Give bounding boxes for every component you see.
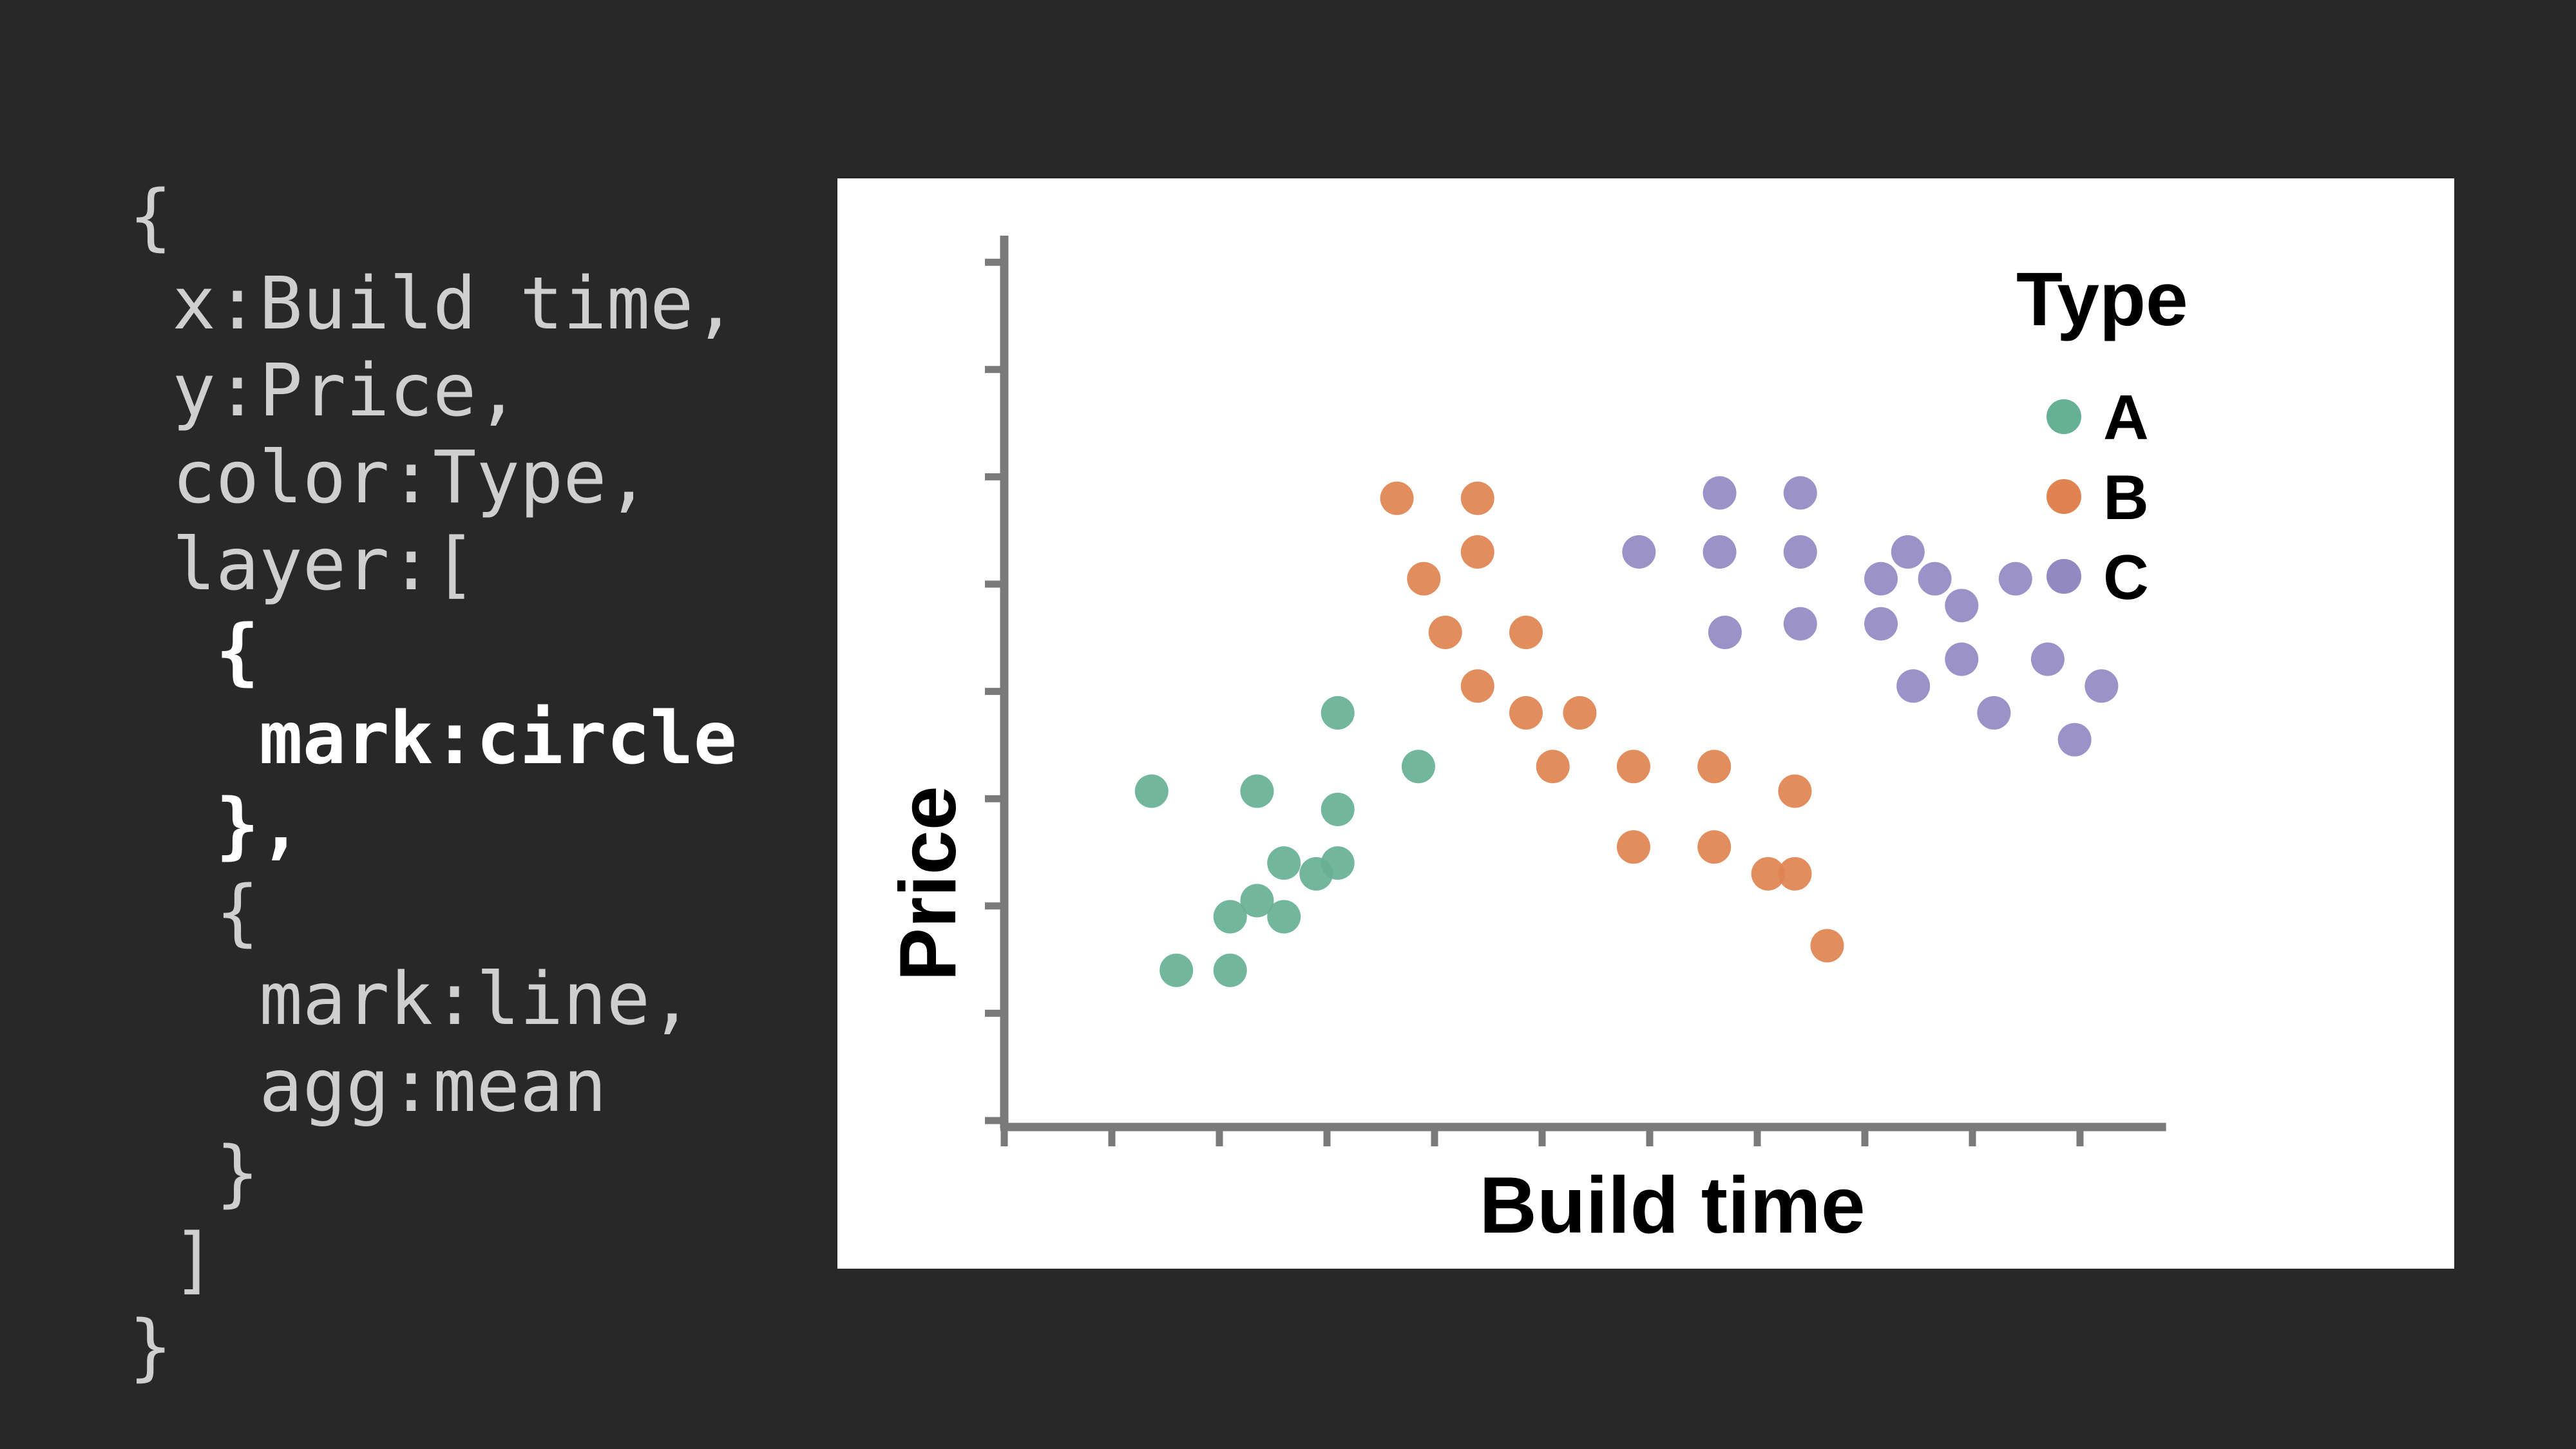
point-b — [1509, 616, 1543, 649]
code-line: x:Build time, — [129, 262, 737, 346]
point-b — [1778, 857, 1811, 891]
point-c — [1864, 562, 1898, 596]
point-b — [1536, 750, 1570, 783]
data-points — [1135, 476, 2119, 987]
point-a — [1135, 775, 1169, 808]
point-a — [1402, 750, 1435, 783]
point-b — [1461, 482, 1494, 515]
legend-marker-c — [2046, 559, 2081, 594]
point-a — [1159, 954, 1193, 987]
code-line: mark:circle — [129, 697, 737, 781]
code-line: y:Price, — [129, 349, 520, 433]
point-a — [1267, 900, 1301, 933]
scatter-chart: Build time Price Type ABC — [837, 178, 2454, 1269]
legend-items: ABC — [2046, 382, 2149, 612]
point-b — [1461, 535, 1494, 569]
code-line: }, — [129, 784, 303, 867]
legend-label-c: C — [2103, 542, 2149, 612]
point-c — [1999, 562, 2032, 596]
code-spec-panel: { x:Build time, y:Price, color:Type, lay… — [129, 174, 737, 1391]
point-c — [2085, 669, 2118, 703]
point-c — [1703, 535, 1737, 569]
point-b — [1429, 616, 1462, 649]
point-c — [1864, 607, 1898, 641]
code-line: { — [129, 871, 259, 954]
x-axis-label: Build time — [1479, 1161, 1865, 1250]
legend: Type ABC — [2016, 257, 2188, 612]
point-b — [1811, 929, 1844, 962]
code-line: agg:mean — [129, 1045, 607, 1128]
point-c — [1784, 535, 1817, 569]
point-c — [1784, 476, 1817, 509]
point-b — [1563, 696, 1596, 730]
point-c — [1891, 535, 1925, 569]
point-c — [1945, 643, 1978, 676]
point-a — [1240, 775, 1274, 808]
y-axis-label: Price — [884, 786, 973, 981]
point-b — [1509, 696, 1543, 730]
code-line: mark:line, — [129, 958, 694, 1041]
code-line: } — [129, 1132, 259, 1215]
point-a — [1321, 793, 1355, 826]
code-line: { — [129, 610, 259, 694]
point-c — [1703, 476, 1737, 509]
code-line: { — [129, 175, 172, 259]
code-line: color:Type, — [129, 436, 650, 520]
point-c — [1896, 669, 1930, 703]
axes — [985, 236, 2166, 1146]
legend-marker-b — [2046, 479, 2081, 514]
point-c — [1918, 562, 1952, 596]
point-c — [1622, 535, 1655, 569]
point-a — [1321, 846, 1355, 880]
legend-title: Type — [2016, 257, 2188, 342]
point-b — [1407, 562, 1440, 596]
code-line: ] — [129, 1218, 216, 1302]
legend-label-a: A — [2103, 382, 2149, 453]
point-b — [1697, 750, 1731, 783]
point-b — [1697, 830, 1731, 864]
point-c — [1784, 607, 1817, 641]
point-c — [2031, 643, 2065, 676]
code-line: layer:[ — [129, 523, 476, 607]
point-c — [2058, 723, 2092, 757]
point-b — [1461, 669, 1494, 703]
legend-marker-a — [2046, 399, 2081, 434]
point-b — [1778, 775, 1811, 808]
point-b — [1380, 482, 1414, 515]
point-b — [1617, 750, 1650, 783]
point-a — [1267, 846, 1301, 880]
point-c — [1945, 589, 1978, 622]
point-c — [1708, 616, 1742, 649]
legend-label-b: B — [2103, 462, 2149, 533]
point-c — [1977, 696, 2010, 730]
point-a — [1214, 954, 1247, 987]
point-b — [1617, 830, 1650, 864]
point-a — [1321, 696, 1355, 730]
code-line: } — [129, 1305, 172, 1389]
